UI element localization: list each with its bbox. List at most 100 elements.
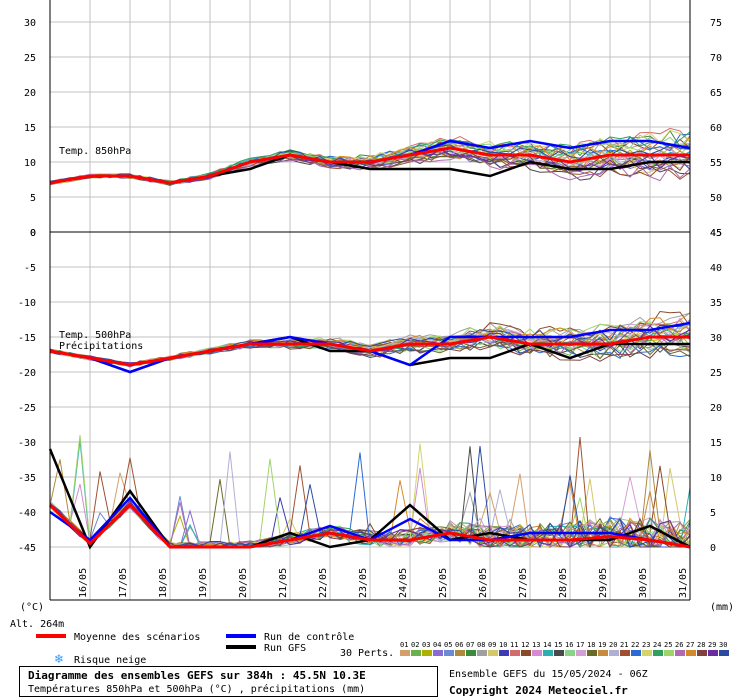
member-swatch [543,650,553,656]
member-swatch [587,650,597,656]
y-tick-left-500: -30 [18,438,36,449]
panel-title-850: Temp. 850hPa [59,146,131,157]
member-swatch [675,650,685,656]
mean-series-500 [49,335,690,367]
y-tick-left-850: 20 [24,88,36,99]
x-tick-date: 31/05 [678,568,689,598]
x-tick-date: 30/05 [638,568,649,598]
member-swatch [653,650,663,656]
member-swatch [565,650,575,656]
panel-title-precip: Précipitations [59,340,143,352]
member-swatch [554,650,564,656]
member-number: 15 [554,641,562,649]
legend-gfs-label: Run GFS [264,643,306,654]
member-number: 12 [521,641,529,649]
member-swatch [686,650,696,656]
x-tick-date: 26/05 [478,568,489,598]
x-tick-date: 16/05 [78,568,89,598]
y-tick-left-500: -20 [18,368,36,379]
member-number: 08 [477,641,485,649]
member-number: 04 [433,641,441,649]
member-number: 10 [499,641,507,649]
y-tick-left-500: -35 [18,473,36,484]
member-swatch [477,650,487,656]
y-tick-left-500: -10 [18,298,36,309]
member-swatch [719,650,729,656]
member-number: 11 [510,641,518,649]
member-number: 27 [686,641,694,649]
mean-series-precip [48,502,691,549]
member-swatch [664,650,674,656]
member-number: 19 [598,641,606,649]
footer-box: Diagramme des ensembles GEFS sur 384h : … [19,666,438,697]
member-number: 30 [719,641,727,649]
y-tick-left-850: 25 [24,53,36,64]
member-swatch [708,650,718,656]
member-number: 09 [488,641,496,649]
member-number: 03 [422,641,430,649]
member-swatch [499,650,509,656]
member-number: 14 [543,641,551,649]
y-tick-left-500: -45 [18,543,36,554]
y-tick-left-850: 5 [30,193,36,204]
axis-labels: 05101520253045505560657075-45-40-35-30-2… [18,18,722,598]
x-tick-date: 27/05 [518,568,529,598]
member-number: 06 [455,641,463,649]
member-legend: 01 02 03 04 05 06 07 08 09 10 11 12 13 14 15 16 17 18 19 20… [400,641,729,656]
member-swatch [466,650,476,656]
y-tick-right-850: 65 [710,88,722,99]
y-tick-right-precip: 45 [710,228,722,239]
member-swatch [532,650,542,656]
panel-title-500: Temp. 500hPa [59,330,131,341]
y-tick-right-precip: 20 [710,403,722,414]
member-number: 21 [620,641,628,649]
legend-control-label: Run de contrôle [264,631,354,643]
member-swatch [433,650,443,656]
y-tick-right-precip: 5 [710,508,716,519]
x-tick-date: 29/05 [598,568,609,598]
member-swatch [631,650,641,656]
y-tick-right-precip: 35 [710,298,722,309]
member-swatch [598,650,608,656]
y-tick-right-850: 50 [710,193,722,204]
y-tick-right-850: 55 [710,158,722,169]
altitude-label: Alt. 264m [10,619,64,630]
member-swatch [697,650,707,656]
y-tick-left-500: -25 [18,403,36,414]
member-swatch [444,650,454,656]
mean-series-850 [49,146,690,185]
x-tick-date: 24/05 [398,568,409,598]
y-tick-right-850: 45 [710,228,722,239]
member-swatch [510,650,520,656]
x-tick-date: 22/05 [318,568,329,598]
member-swatch [411,650,421,656]
main-runs [48,139,691,550]
y-tick-right-precip: 30 [710,333,722,344]
member-number: 22 [631,641,639,649]
footer-subtitle: Températures 850hPa et 500hPa (°C) , pré… [28,684,366,695]
y-tick-right-precip: 0 [710,543,716,554]
axes [49,0,691,601]
y-tick-left-850: 15 [24,123,36,134]
member-number: 25 [664,641,672,649]
member-number: 01 [400,641,408,649]
x-tick-date: 20/05 [238,568,249,598]
member-number: 13 [532,641,540,649]
y-tick-right-precip: 15 [710,438,722,449]
member-number: 07 [466,641,474,649]
member-swatch [521,650,531,656]
member-swatch [576,650,586,656]
member-swatch [609,650,619,656]
left-unit-label: (°C) [20,602,44,613]
legend-mean-label: Moyenne des scénarios [74,631,200,643]
x-tick-date: 23/05 [358,568,369,598]
x-tick-date: 28/05 [558,568,569,598]
member-number: 29 [708,641,716,649]
legend-perts-label: 30 Perts. [340,648,394,659]
y-tick-right-850: 60 [710,123,722,134]
member-number: 05 [444,641,452,649]
member-number: 17 [576,641,584,649]
member-swatch [620,650,630,656]
member-number: 28 [697,641,705,649]
